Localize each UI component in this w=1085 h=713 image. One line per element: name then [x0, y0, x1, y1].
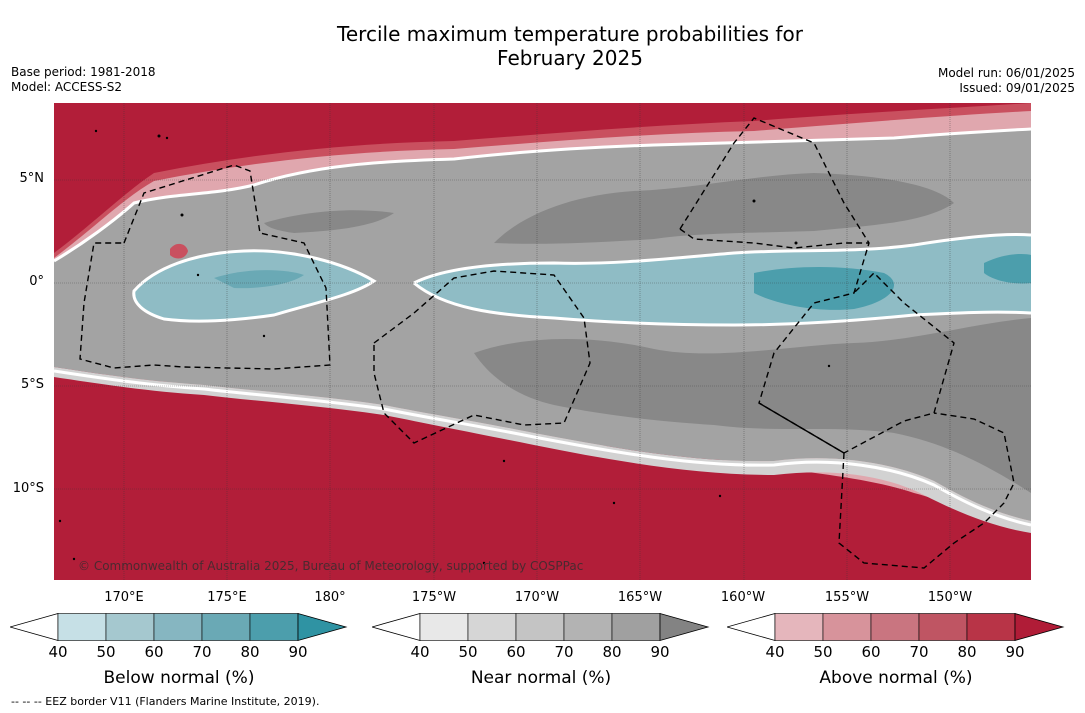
colorbar-left-extend [727, 613, 776, 642]
colorbar-tick-label: 40 [410, 643, 430, 661]
colorbar-title-above: Above normal (%) [819, 668, 973, 688]
lon-label-165w: 165°W [617, 590, 663, 605]
lon-label-175w: 175°W [411, 590, 457, 605]
colorbar-tick-label: 90 [650, 643, 670, 661]
lon-label-180: 180° [314, 590, 346, 605]
colorbar-right-extend [659, 613, 710, 642]
near-normal-dark-patch-west [264, 210, 394, 233]
colorbar-tick-label: 60 [144, 643, 164, 661]
lon-label-170e: 170°E [104, 590, 144, 605]
colorbar-tick-label: 80 [240, 643, 260, 661]
colorbar-title-below: Below normal (%) [103, 668, 255, 688]
model-run: Model run: 06/01/2025 [937, 66, 1075, 80]
lon-label-150w: 150°W [927, 590, 973, 605]
colorbar-tick-label: 60 [506, 643, 526, 661]
colorbar-segment [563, 613, 613, 641]
lat-label-5s: 5°S [20, 377, 44, 392]
colorbar-right-extend [297, 613, 348, 642]
white-boundary-south [54, 369, 1031, 527]
colorbar-segment [515, 613, 565, 641]
issued-date: Issued: 09/01/2025 [959, 81, 1075, 95]
white-boundary-below-east [413, 232, 1031, 327]
islands [58, 129, 831, 565]
colorbar-tick-label: 80 [957, 643, 977, 661]
colorbar-segment [201, 613, 251, 641]
below-normal-dark-core-far-east [984, 253, 1031, 284]
map-title: Tercile maximum temperature probabilitie… [0, 22, 1085, 70]
lon-label-160w: 160°W [720, 590, 766, 605]
colorbar-tick-label: 70 [554, 643, 574, 661]
colorbar-tick-label: 90 [1005, 643, 1025, 661]
colorbar-tick-label: 70 [192, 643, 212, 661]
below-normal-band-east [414, 234, 1031, 325]
copyright-notice: © Commonwealth of Australia 2025, Bureau… [78, 559, 584, 573]
boundary-solid-line [758, 402, 845, 454]
near-normal-dark-patch-north [494, 173, 954, 244]
colorbar-segment [249, 613, 299, 641]
below-normal-dark-core [754, 267, 894, 310]
colorbar-segment [57, 613, 107, 641]
colorbar-tick-label: 40 [48, 643, 68, 661]
colorbar-segment [870, 613, 920, 641]
colorbar-below-normal [10, 613, 348, 642]
eez-borders [79, 117, 1015, 569]
model-name: Model: ACCESS-S2 [11, 80, 123, 94]
near-normal-dark-patch-south [474, 318, 1031, 493]
above-normal-spot [170, 243, 188, 259]
graticule [54, 103, 1031, 580]
colorbar-near-normal [372, 613, 710, 642]
colorbar-left-extend [10, 613, 59, 642]
colorbar-tick-label: 50 [813, 643, 833, 661]
colorbar-tick-label: 70 [909, 643, 929, 661]
colorbar-tick-label: 60 [861, 643, 881, 661]
lon-label-175e: 175°E [207, 590, 247, 605]
colorbar-segment [774, 613, 824, 641]
eez-footer-note: -- -- -- EEZ border V11 (Flanders Marine… [11, 695, 320, 708]
colorbar-tick-label: 90 [288, 643, 308, 661]
colorbar-segment [822, 613, 872, 641]
colorbar-title-near: Near normal (%) [470, 668, 612, 688]
lat-label-0: 0° [29, 274, 44, 289]
white-boundary-below-west [132, 249, 377, 323]
colorbar-segment [153, 613, 203, 641]
base-period: Base period: 1981-2018 [11, 65, 156, 79]
colorbar-segment [467, 613, 517, 641]
colorbar-tick-label: 50 [96, 643, 116, 661]
lon-label-155w: 155°W [824, 590, 870, 605]
colorbar-right-extend [1014, 613, 1065, 642]
title-line-2: February 2025 [497, 46, 643, 70]
lat-label-5n: 5°N [19, 171, 45, 186]
white-boundary-north [54, 127, 1031, 263]
colorbar-tick-label: 40 [765, 643, 785, 661]
lat-label-10s: 10°S [12, 481, 44, 496]
colorbar-segment [611, 613, 661, 641]
title-line-1: Tercile maximum temperature probabilitie… [337, 22, 803, 46]
colorbar-segment [918, 613, 968, 641]
colorbar-segment [419, 613, 469, 641]
colorbar-tick-label: 80 [602, 643, 622, 661]
colorbar-segment [966, 613, 1016, 641]
colorbar-above-normal [727, 613, 1065, 642]
lon-label-170w: 170°W [514, 590, 560, 605]
meta-left: Base period: 1981-2018 Model: ACCESS-S2 [11, 65, 156, 95]
colorbar-left-extend [372, 613, 421, 642]
colorbar-tick-label: 50 [458, 643, 478, 661]
below-normal-dark-core-west [214, 270, 304, 289]
colorbar-segment [105, 613, 155, 641]
meta-right: Model run: 06/01/2025 Issued: 09/01/2025 [938, 66, 1075, 96]
probability-map [54, 103, 1031, 580]
